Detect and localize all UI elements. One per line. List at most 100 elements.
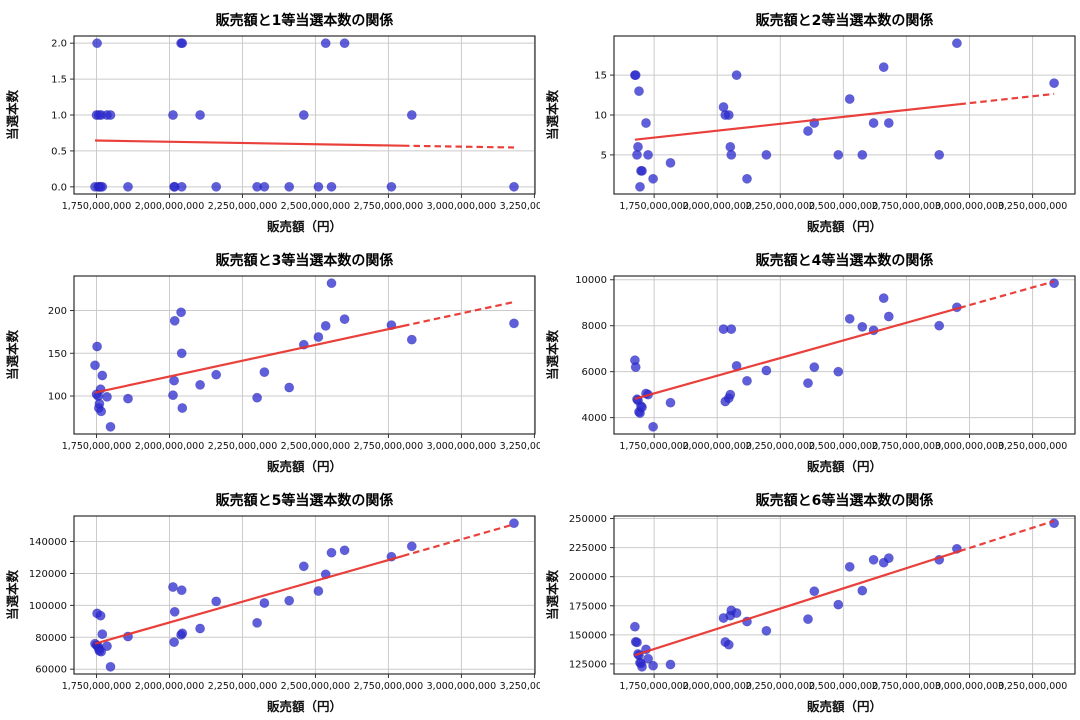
y-tick-label: 15 [594,71,607,82]
scatter-point [176,585,187,596]
y-tick-label: 1.5 [51,75,67,86]
scatter-point [878,293,889,303]
scatter-point [97,629,108,639]
scatter-point [630,70,641,80]
scatter-point [96,646,107,657]
x-tick-label: 2,500,000,000 [809,441,879,452]
subplot-2-prize-tier: 1,750,000,000 2,000,000,000 2,250,000,000 2… [540,0,1080,240]
x-tick-label: 3,000,000,000 [935,441,1005,452]
x-tick-label: 2,250,000,000 [746,441,816,452]
scatter-point [169,637,179,647]
regression-line-solid [634,306,960,400]
scatter-point [298,561,309,572]
x-tick-label: 3,000,000,000 [427,201,497,212]
x-tick-label: 2,500,000,000 [809,201,879,212]
subplot-1-prize-tier: 1,750,000,000 2,000,000,000 2,250,000,000 2… [0,0,540,240]
scatter-point [169,375,179,386]
scatter-point [665,157,676,168]
scatter-point [844,94,855,104]
scatter-point [313,586,324,596]
plot-border [73,515,536,675]
scatter-point [1049,78,1059,88]
scatter-point [406,541,417,552]
x-tick-labels: 1,750,000,0002,000,000,0002,250,000,0002… [619,201,1067,212]
scatter-plot-canvas-6: 1,750,000,0002,000,000,0002,250,000,0002… [545,492,1076,714]
y-tick-label: 5 [601,150,607,161]
scatter-point [637,402,647,413]
subplot-4-prize-tier: 1,750,000,000 2,000,000,000 2,250,000,000 2… [540,240,1080,480]
scatter-point [320,321,331,331]
scatter-point [868,554,879,565]
plot-title: 販売額と3等当選本数の関係 [216,252,394,269]
regression-line-dashed [959,280,1055,309]
scatter-point [665,397,676,408]
x-axis-label: 販売額（円） [807,219,882,234]
y-tick-label: 0.0 [51,182,67,193]
x-tick-label: 2,000,000,000 [682,681,752,692]
gridlines [614,36,1075,194]
y-tick-label: 120000 [29,569,67,580]
scatter-point [406,110,417,120]
y-tick-label: 80000 [35,633,67,644]
scatter-plot-canvas-3: 1,750,000,000 2,000,000,000 2,250,000,000 2… [5,252,540,474]
x-tick-label: 3,250,000,000 [998,681,1068,692]
scatter-point [211,181,222,192]
plot-title: 販売額と2等当選本数の関係 [756,12,934,29]
scatter-point [195,623,205,634]
scatter-point [723,110,734,120]
scatter-point [177,403,188,413]
scatter-point [637,165,647,176]
x-tick-label: 3,250,000,000 [998,441,1068,452]
x-tick-label: 2,250,000,000 [208,201,278,212]
scatter-points [630,278,1059,432]
scatter-point [883,553,894,563]
x-tick-label: 1,750,000,000 [62,441,132,452]
scatter-point [339,545,350,556]
scatter-point [123,181,133,192]
scatter-point [326,547,337,558]
x-tick-label: 2,000,000,000 [135,201,205,212]
scatter-point [1049,518,1059,529]
scatter-point [211,369,222,380]
scatter-point [509,181,519,192]
y-axis-label: 当選本数 [545,330,560,381]
x-axis-label: 販売額（円） [267,459,342,474]
scatter-point [176,348,187,359]
scatter-point [406,334,417,345]
scatter-point [259,181,270,192]
tick-marks [70,310,535,438]
scatter-point [665,659,676,670]
subplot-3-prize-tier: 1,750,000,000 2,000,000,000 2,250,000,000 2… [0,240,540,480]
regression-line-solid [94,554,404,645]
x-tick-label: 2,500,000,000 [281,681,351,692]
y-tick-label: 140000 [29,537,67,548]
scatter-point [168,390,178,401]
scatter-point [633,141,643,152]
gridlines [74,516,535,674]
scatter-point [934,320,945,331]
scatter-point [883,118,894,128]
scatter-point [641,118,651,128]
x-tick-labels: 1,750,000,0002,000,000,0002,250,000,0002… [619,441,1067,452]
x-tick-label: 2,750,000,000 [354,201,424,212]
x-tick-label: 1,750,000,000 [619,681,689,692]
plot-border [613,515,1076,675]
scatter-point [168,582,178,592]
gridlines [74,276,535,434]
scatter-point [97,181,108,192]
scatter-point [803,126,813,136]
y-tick-labels: 4000 6000 8000 10000 [575,275,607,424]
y-tick-label: 150000 [569,630,607,641]
scatter-point [868,118,879,128]
scatter-point [195,379,205,390]
plot-title: 販売額と5等当選本数の関係 [216,492,394,509]
gridlines [74,36,535,194]
y-axis-label: 当選本数 [545,570,560,621]
scatter-point [211,596,222,607]
regression-line-dashed [402,523,515,557]
x-tick-label: 2,250,000,000 [746,681,816,692]
scatter-point [509,318,519,329]
y-tick-label: 2.0 [51,39,67,50]
scatter-point [195,110,205,120]
